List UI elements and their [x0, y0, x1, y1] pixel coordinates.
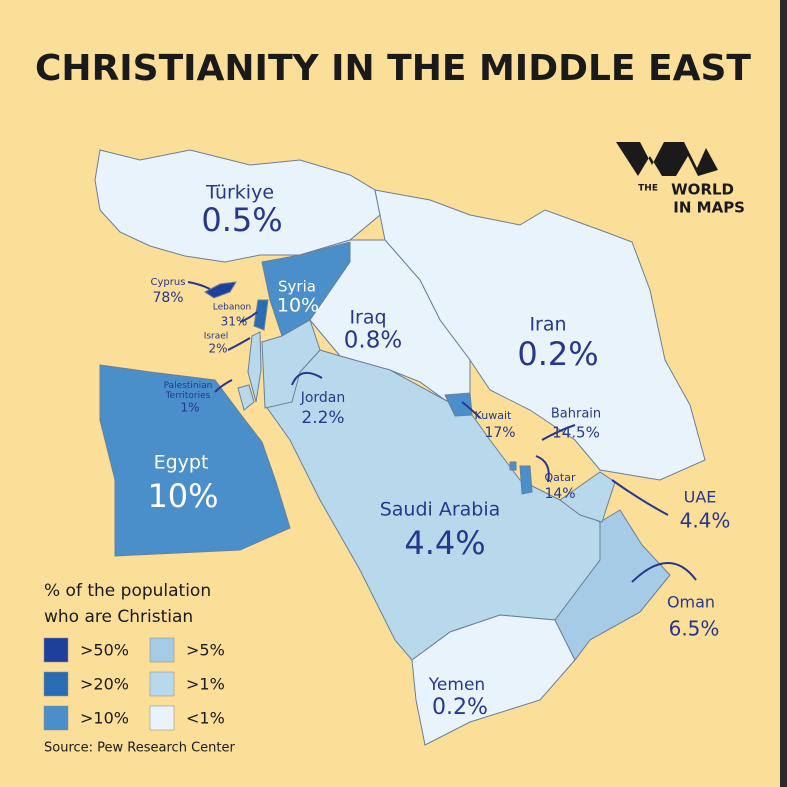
country-share: 0.2% [517, 335, 598, 373]
logo-mark [616, 142, 718, 176]
country-name: Palestinian Territories [164, 381, 213, 401]
country-share: 10% [147, 477, 218, 515]
arrow [187, 281, 211, 290]
country-name: Yemen [428, 675, 485, 695]
legend-title: who are Christian [44, 607, 193, 627]
legend-swatch [149, 705, 175, 731]
country [559, 471, 616, 523]
country-share: 0.2% [432, 695, 488, 720]
arrow [611, 479, 669, 516]
country-name: Cyprus [151, 277, 186, 288]
arrow [461, 401, 481, 419]
country-name: Bahrain [551, 407, 601, 422]
legend-label: >1% [186, 675, 225, 694]
arrow [214, 379, 233, 393]
country-name: Oman [667, 593, 715, 612]
country-share: 31% [221, 315, 248, 329]
legend-label: >20% [80, 675, 129, 694]
edge [780, 0, 787, 787]
country-name: Iraq [349, 307, 386, 329]
country [247, 331, 262, 403]
country-share: 0.8% [344, 328, 402, 354]
arrow [239, 311, 258, 323]
country [554, 509, 671, 661]
country-share: 14.5% [552, 424, 600, 442]
country [444, 392, 473, 417]
country-name: Syria [278, 278, 316, 296]
country [261, 319, 321, 409]
country [261, 241, 351, 337]
country-share: 6.5% [669, 617, 720, 641]
legend-swatch [43, 637, 69, 663]
logo-line: WORLD [671, 181, 734, 199]
legend-label: >10% [80, 709, 129, 728]
country-share: 2.2% [301, 408, 344, 428]
country-share: 10% [277, 295, 319, 317]
legend-swatch [43, 671, 69, 697]
country-name: Iran [529, 314, 566, 336]
country-share: 0.5% [201, 201, 282, 239]
country-share: 2% [208, 342, 227, 356]
legend-label: >50% [80, 641, 129, 660]
country-share: 4.4% [680, 509, 731, 533]
country-name: Kuwait [475, 409, 512, 422]
country-share: 1% [180, 401, 199, 415]
legend-swatch [149, 637, 175, 663]
country [237, 384, 255, 411]
arrow [227, 337, 251, 351]
country-share: 78% [152, 290, 183, 306]
logo-small: THE [638, 184, 658, 194]
country-name: Türkiye [205, 182, 274, 204]
arrow [535, 455, 550, 483]
country-share: 17% [484, 425, 515, 441]
source: Source: Pew Research Center [44, 741, 235, 756]
country [519, 465, 533, 495]
country-name: Jordan [300, 390, 346, 406]
country-name: Saudi Arabia [380, 499, 501, 521]
legend-label: <1% [186, 709, 225, 728]
country-name: UAE [684, 488, 717, 507]
logo-line: IN MAPS [673, 199, 745, 217]
title: CHRISTIANITY IN THE MIDDLE EAST [35, 48, 751, 89]
legend-swatch [149, 671, 175, 697]
country [204, 281, 237, 299]
legend-label: >5% [186, 641, 225, 660]
country [99, 364, 291, 557]
country [411, 614, 576, 746]
country [253, 299, 269, 331]
country-name: Egypt [154, 452, 209, 474]
arrow [291, 371, 323, 386]
arrow [631, 562, 697, 583]
country-share: 4.4% [404, 524, 485, 562]
country-name: Israel [204, 332, 229, 342]
arrow [541, 424, 576, 441]
country-name: Lebanon [213, 303, 252, 313]
legend-title: % of the population [44, 581, 211, 601]
country-name: Qatar [545, 471, 576, 484]
country-share: 14% [544, 486, 575, 502]
country [509, 461, 517, 471]
legend-swatch [43, 705, 69, 731]
